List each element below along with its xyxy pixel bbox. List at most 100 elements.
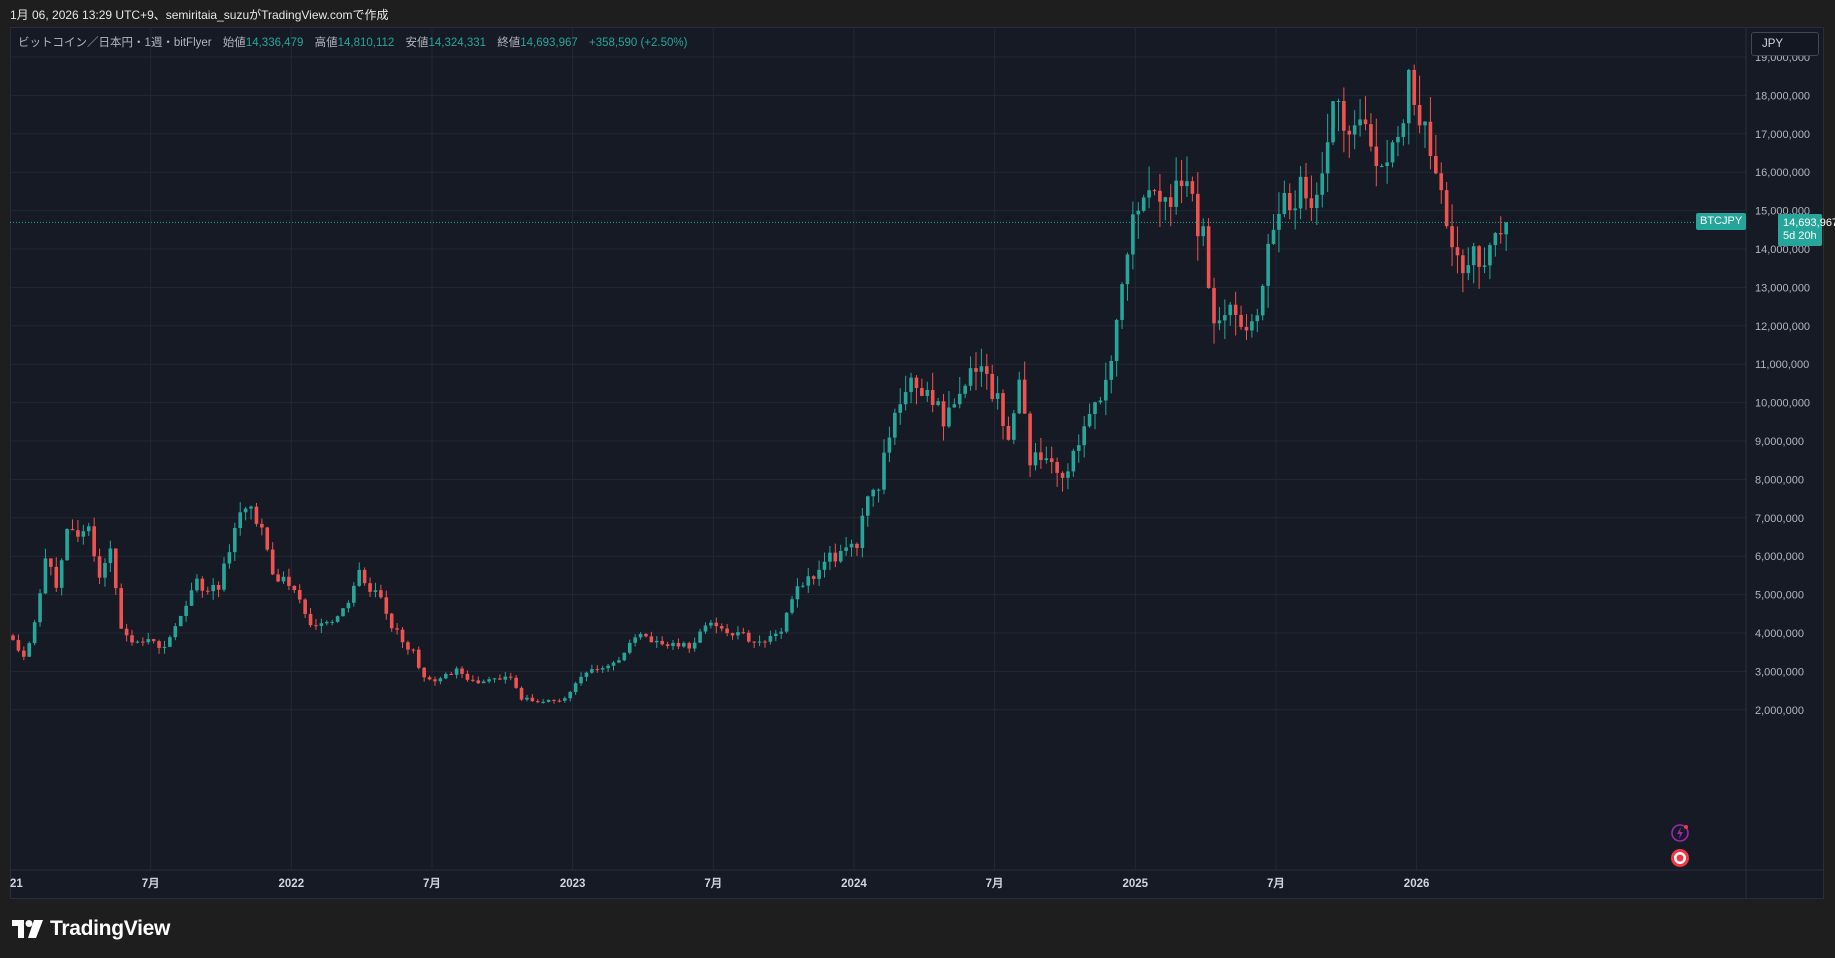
candle: [1082, 415, 1086, 458]
candle: [995, 376, 1000, 410]
candle: [1109, 355, 1114, 394]
candle: [941, 393, 946, 441]
open-label: 始値: [222, 37, 246, 49]
candle: [1066, 463, 1070, 490]
candle: [1039, 437, 1043, 469]
candle: [1076, 434, 1081, 463]
symbol-description[interactable]: ビットコイン／日本円・1週・bitFlyer: [18, 37, 212, 49]
candle: [1293, 190, 1297, 230]
candle: [103, 558, 107, 587]
y-tick-label: 16,000,000: [1755, 167, 1810, 179]
candle: [930, 372, 935, 413]
tradingview-logo[interactable]: TradingView: [12, 917, 170, 941]
candle: [936, 397, 940, 407]
candle: [173, 623, 178, 641]
bar-countdown: 5d 20h: [1783, 230, 1817, 243]
target-icon[interactable]: [1670, 848, 1690, 868]
candle: [498, 674, 502, 680]
candle: [633, 634, 637, 647]
candle: [1255, 308, 1260, 333]
candle: [108, 540, 113, 572]
y-tick-label: 10,000,000: [1755, 398, 1810, 410]
candle: [530, 694, 535, 703]
candle: [703, 622, 708, 634]
candle: [16, 634, 21, 653]
candle: [838, 544, 843, 564]
candle: [692, 637, 697, 652]
candle: [92, 517, 96, 562]
candle: [963, 383, 967, 399]
candle: [162, 640, 167, 654]
candle: [1482, 247, 1487, 274]
candle: [546, 699, 551, 703]
candle: [27, 641, 32, 657]
y-tick-label: 18,000,000: [1755, 90, 1810, 102]
last-price-label: 14,693,967 5d 20h: [1778, 214, 1835, 247]
candle: [1195, 172, 1200, 261]
lightning-icon[interactable]: [1670, 823, 1690, 843]
candle: [1006, 416, 1011, 441]
candle: [617, 657, 621, 664]
price-axis[interactable]: 2,000,000 3,000,000 4,000,000 5,000,000 6,00…: [1755, 52, 1810, 717]
candle: [1120, 282, 1124, 330]
footer: TradingView: [0, 899, 1835, 958]
candle: [1044, 446, 1049, 464]
candle: [752, 641, 756, 649]
candle: [178, 615, 183, 627]
candle: [1012, 410, 1016, 445]
candle: [59, 558, 64, 596]
candle: [698, 628, 702, 644]
x-tick-label: 7月: [142, 877, 160, 890]
candle: [920, 378, 924, 397]
candle: [746, 630, 751, 643]
candle: [308, 607, 313, 628]
candle: [395, 623, 399, 635]
candle: [584, 671, 589, 682]
candle: [43, 548, 48, 595]
candle: [660, 636, 664, 646]
x-tick-label: 7月: [1267, 877, 1285, 890]
candle: [1223, 299, 1227, 339]
candle: [1320, 151, 1325, 208]
candle: [1131, 201, 1135, 270]
candle: [1417, 75, 1422, 134]
candle: [330, 619, 334, 626]
candle: [276, 568, 280, 583]
x-tick-label: 2026: [1404, 878, 1430, 890]
candle: [400, 627, 405, 649]
candle: [1315, 182, 1319, 226]
open-value: 14,336,479: [245, 37, 304, 49]
candle: [157, 639, 161, 654]
candle: [795, 578, 800, 608]
candle: [1374, 118, 1379, 187]
candle: [1060, 471, 1065, 492]
candle: [898, 388, 903, 425]
candle: [460, 666, 464, 678]
candle: [1185, 156, 1189, 197]
candle: [260, 518, 264, 536]
candle: [406, 640, 410, 655]
candle: [1352, 110, 1357, 150]
candle: [1434, 134, 1438, 175]
candle: [1471, 242, 1476, 284]
candle: [709, 619, 713, 629]
candle: [514, 675, 518, 689]
candle: [1342, 87, 1346, 153]
close-value: 14,693,967: [520, 37, 578, 49]
currency-button[interactable]: JPY: [1751, 32, 1819, 56]
candle: [368, 577, 372, 597]
candle: [205, 586, 210, 595]
candle: [492, 677, 497, 683]
candle: [352, 582, 356, 607]
candle: [151, 638, 156, 644]
candle: [1444, 182, 1449, 229]
candle: [249, 505, 253, 520]
grid: [10, 27, 1746, 870]
change-value: +358,590 (+2.50%): [589, 37, 688, 49]
candle: [379, 584, 383, 599]
time-axis[interactable]: 2021 7月 2022 7月 2023 7月 2024 7月 2025 7月 2026: [10, 877, 1429, 890]
candle: [801, 582, 805, 589]
candle: [1190, 176, 1195, 202]
price-chart[interactable]: 2,000,000 3,000,000 4,000,000 5,000,000 6,00…: [10, 27, 1824, 899]
candle: [887, 426, 892, 463]
